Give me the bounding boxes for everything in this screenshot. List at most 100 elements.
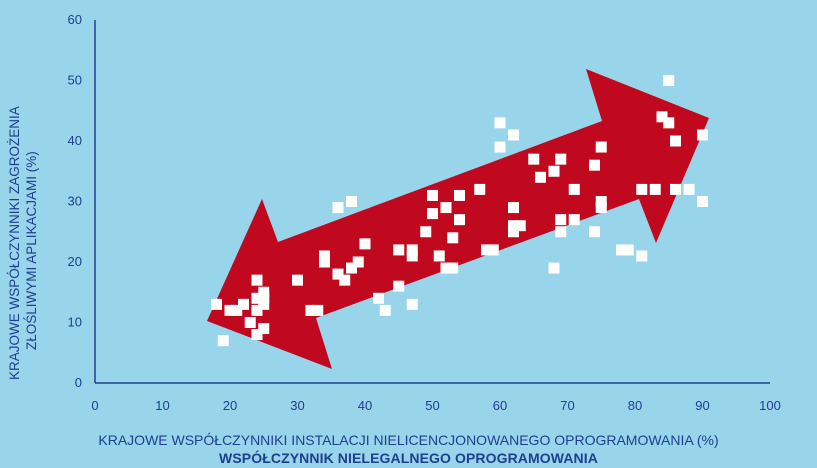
data-point-60 — [568, 183, 580, 195]
data-point-50 — [508, 220, 519, 232]
x-tick-labels: 0 10 20 30 40 50 60 70 80 90 100 — [91, 398, 780, 413]
data-point-66 — [595, 202, 607, 214]
data-point-79 — [697, 196, 708, 207]
data-point-18 — [319, 256, 330, 268]
y-tick-labels: 0 10 20 30 40 50 60 — [68, 12, 82, 390]
data-point-47 — [494, 141, 506, 153]
data-point-35 — [427, 208, 438, 220]
data-point-4 — [238, 298, 249, 310]
data-point-31 — [406, 250, 418, 262]
data-point-39 — [447, 232, 459, 244]
y-tick-50: 50 — [68, 73, 82, 88]
data-point-2 — [224, 304, 236, 316]
data-point-5 — [244, 317, 256, 328]
data-point-17 — [319, 250, 330, 262]
data-point-6 — [251, 274, 263, 286]
data-point-25 — [359, 238, 371, 250]
x-tick-80: 80 — [628, 398, 642, 413]
data-point-22 — [346, 196, 357, 207]
data-point-69 — [636, 183, 648, 195]
y-tick-40: 40 — [68, 133, 82, 148]
data-point-63 — [589, 226, 600, 238]
data-point-29 — [393, 280, 405, 292]
data-point-14 — [292, 274, 303, 286]
data-point-9 — [251, 329, 263, 341]
data-point-1 — [217, 335, 229, 347]
data-point-55 — [548, 165, 560, 177]
x-tick-70: 70 — [560, 398, 574, 413]
y-tick-0: 0 — [75, 375, 82, 390]
data-point-7 — [251, 292, 263, 304]
y-tick-20: 20 — [68, 254, 82, 269]
x-tick-30: 30 — [290, 398, 304, 413]
data-point-28 — [393, 244, 405, 256]
data-point-8 — [251, 304, 263, 316]
data-point-26 — [373, 292, 384, 304]
data-point-48 — [508, 129, 519, 141]
data-point-23 — [346, 262, 357, 274]
data-point-12 — [258, 298, 270, 310]
data-point-68 — [622, 244, 634, 256]
data-point-72 — [656, 111, 668, 123]
data-point-56 — [548, 262, 560, 274]
data-point-57 — [555, 153, 567, 165]
y-tick-30: 30 — [68, 194, 82, 209]
x-tick-0: 0 — [91, 398, 98, 413]
x-axis-subtitle: WSPÓŁCZYNNIK NIELEGALNEGO OPROGRAMOWANIA — [219, 450, 598, 466]
x-axis-label: KRAJOWE WSPÓŁCZYNNIKI INSTALACJI NIELICE… — [98, 432, 719, 448]
data-point-27 — [379, 304, 391, 316]
data-point-53 — [528, 153, 540, 165]
y-axis-label-line-1: KRAJOWE WSPÓŁCZYNNIKI ZAGROŻENIA — [7, 106, 22, 380]
data-point-58 — [555, 214, 567, 226]
data-point-10 — [258, 286, 270, 298]
data-point-75 — [670, 135, 681, 147]
data-point-62 — [589, 159, 600, 171]
data-point-38 — [440, 262, 452, 274]
x-tick-10: 10 — [155, 398, 169, 413]
data-point-42 — [454, 214, 465, 226]
data-point-76 — [670, 183, 681, 195]
x-tick-20: 20 — [223, 398, 237, 413]
data-point-61 — [568, 214, 580, 226]
data-point-59 — [555, 226, 567, 238]
data-point-0 — [211, 298, 222, 310]
x-tick-60: 60 — [493, 398, 507, 413]
data-point-71 — [649, 183, 661, 195]
data-point-45 — [487, 244, 499, 256]
data-point-19 — [332, 268, 344, 280]
x-tick-100: 100 — [759, 398, 781, 413]
data-point-77 — [683, 183, 695, 195]
data-point-11 — [258, 292, 270, 304]
data-point-43 — [474, 183, 486, 195]
data-point-70 — [636, 250, 648, 262]
data-point-41 — [454, 189, 465, 201]
data-point-24 — [352, 256, 364, 268]
y-axis-label-line-2: ZŁOŚLIWYMI APLIKACJAMI (%) — [24, 151, 39, 350]
data-point-16 — [312, 304, 324, 316]
data-point-64 — [595, 141, 607, 153]
data-point-74 — [663, 117, 675, 129]
y-tick-10: 10 — [68, 315, 82, 330]
data-point-40 — [447, 262, 459, 274]
data-point-44 — [481, 244, 492, 256]
data-point-52 — [514, 220, 526, 232]
data-point-67 — [616, 244, 627, 256]
data-point-51 — [508, 226, 519, 238]
data-point-3 — [231, 304, 243, 316]
data-point-65 — [595, 196, 607, 207]
x-tick-50: 50 — [425, 398, 439, 413]
data-point-54 — [535, 171, 546, 183]
data-point-37 — [440, 202, 452, 214]
data-point-49 — [508, 202, 519, 214]
data-point-78 — [697, 129, 708, 141]
x-tick-90: 90 — [695, 398, 709, 413]
data-point-30 — [406, 244, 418, 256]
y-tick-60: 60 — [68, 12, 82, 27]
data-point-46 — [494, 117, 506, 129]
data-point-36 — [433, 250, 445, 262]
data-point-73 — [663, 75, 675, 86]
data-point-20 — [332, 202, 344, 214]
x-tick-40: 40 — [358, 398, 372, 413]
data-point-15 — [305, 304, 317, 316]
